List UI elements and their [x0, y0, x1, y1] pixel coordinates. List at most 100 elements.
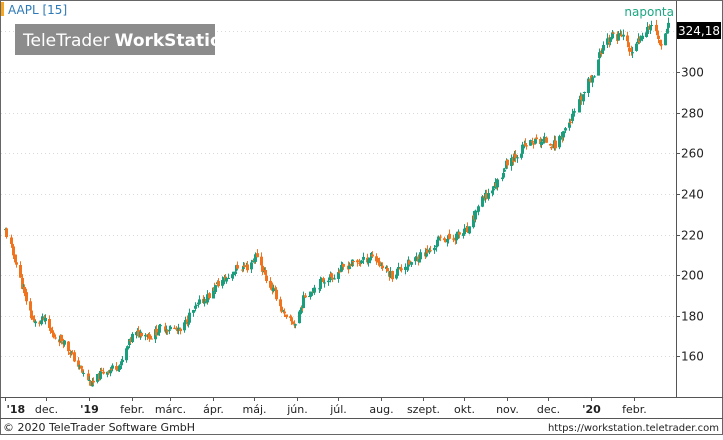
candle	[389, 267, 392, 279]
candle-body	[208, 293, 211, 299]
candle-body	[362, 256, 365, 260]
candle-body	[506, 159, 509, 166]
candle	[14, 254, 17, 264]
candle	[131, 332, 134, 343]
candle-body	[650, 25, 653, 27]
candle-body	[404, 266, 407, 270]
candle-body	[338, 271, 341, 273]
candle-body	[385, 266, 388, 269]
candle-body	[534, 138, 537, 144]
candle-body	[269, 280, 272, 288]
candle	[660, 39, 663, 50]
candle-body	[243, 265, 246, 267]
candle	[232, 271, 235, 279]
candle	[510, 154, 513, 171]
candle-body	[466, 226, 469, 233]
candle-body	[348, 265, 351, 269]
candle-body	[285, 314, 288, 318]
candle-body	[131, 333, 134, 342]
candle	[545, 136, 548, 143]
candle	[351, 259, 354, 267]
candle	[597, 59, 600, 76]
candle-body	[150, 338, 153, 340]
source-url[interactable]: https://workstation.teletrader.com	[548, 423, 719, 434]
candle	[243, 262, 246, 269]
candle-body	[598, 52, 601, 59]
candle	[208, 292, 211, 300]
candle-body	[391, 271, 394, 280]
candle-body	[159, 325, 162, 327]
candle-body	[389, 271, 392, 278]
candle	[21, 274, 24, 290]
candle	[179, 327, 182, 335]
candle	[516, 154, 519, 163]
candle	[206, 290, 209, 305]
candle	[40, 319, 43, 326]
candle	[250, 259, 253, 273]
candle	[63, 339, 66, 347]
candle	[323, 279, 326, 288]
candle-body	[109, 369, 112, 374]
candle	[598, 48, 601, 64]
candle	[298, 309, 301, 324]
candle-body	[455, 233, 458, 241]
candle-body	[282, 310, 285, 312]
candle-body	[446, 239, 449, 243]
candle	[656, 26, 659, 36]
candle-body	[539, 138, 542, 145]
candle-body	[214, 285, 217, 293]
candle-body	[627, 42, 630, 48]
candle-body	[44, 317, 47, 322]
candle-body	[264, 270, 267, 275]
candle-body	[503, 169, 506, 172]
candle	[302, 291, 305, 309]
candle	[448, 229, 451, 240]
candle	[609, 37, 612, 46]
candle	[439, 234, 442, 242]
candle-body	[30, 310, 33, 319]
candle-body	[175, 328, 178, 330]
candle-body	[169, 326, 172, 330]
candle	[429, 245, 432, 252]
candle	[126, 345, 129, 354]
candle	[635, 41, 638, 52]
candle	[203, 296, 206, 307]
candle-body	[212, 287, 215, 299]
candle	[159, 323, 162, 328]
watermark-product: WorkStation	[115, 31, 234, 51]
candle-body	[187, 322, 190, 324]
candlestick-series	[4, 17, 670, 387]
candle-body	[54, 337, 57, 339]
candle	[225, 277, 228, 284]
candle	[322, 276, 325, 284]
x-axis-ticks: '18 dec. '19 febr. márc. ápr. máj. jún. júl. aug.…	[5, 397, 647, 416]
candle-body	[542, 139, 545, 142]
candle	[554, 135, 557, 151]
candle	[481, 195, 484, 208]
candle-body	[272, 287, 275, 292]
candle-body	[611, 32, 614, 39]
candle	[375, 253, 378, 265]
candle-body	[198, 299, 201, 304]
candle-body	[195, 304, 198, 306]
candle	[177, 323, 180, 335]
candle-body	[630, 50, 633, 52]
candle-body	[452, 238, 455, 240]
candle-body	[290, 318, 293, 322]
last-price-value: 324,18	[678, 24, 720, 38]
candle-body	[535, 137, 538, 140]
candle	[666, 26, 669, 34]
symbol-marker	[1, 2, 4, 16]
candle	[543, 132, 546, 144]
candle-body	[34, 321, 37, 324]
candle-body	[415, 256, 418, 258]
candle-body	[73, 352, 76, 362]
candle	[44, 314, 47, 325]
candle-body	[40, 320, 43, 325]
candle-body	[378, 261, 381, 266]
y-tick-label: 260	[681, 147, 704, 161]
candle-body	[148, 334, 151, 339]
candle-body	[433, 247, 436, 251]
candle	[254, 252, 257, 264]
